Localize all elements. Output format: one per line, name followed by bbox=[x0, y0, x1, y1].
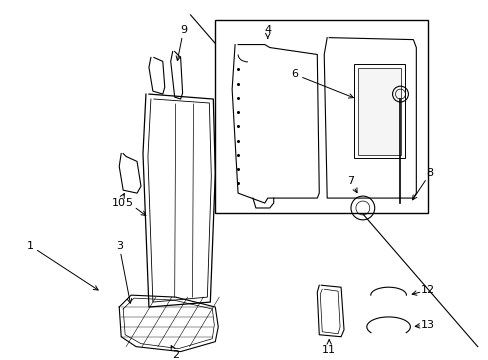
Text: 5: 5 bbox=[125, 198, 132, 208]
Text: 7: 7 bbox=[346, 176, 354, 186]
Text: 11: 11 bbox=[322, 345, 335, 355]
Text: 9: 9 bbox=[180, 25, 187, 35]
Text: 13: 13 bbox=[420, 320, 434, 330]
Text: 8: 8 bbox=[426, 168, 433, 178]
Text: 3: 3 bbox=[116, 240, 122, 251]
Text: 6: 6 bbox=[290, 69, 297, 79]
Bar bbox=[353, 64, 405, 158]
Bar bbox=[357, 68, 401, 154]
Text: 2: 2 bbox=[172, 350, 179, 360]
Text: 4: 4 bbox=[264, 25, 271, 35]
Polygon shape bbox=[7, 5, 477, 356]
Bar bbox=[215, 20, 427, 213]
Text: 12: 12 bbox=[420, 285, 434, 295]
Text: 1: 1 bbox=[26, 240, 34, 251]
Text: 10: 10 bbox=[112, 198, 126, 208]
